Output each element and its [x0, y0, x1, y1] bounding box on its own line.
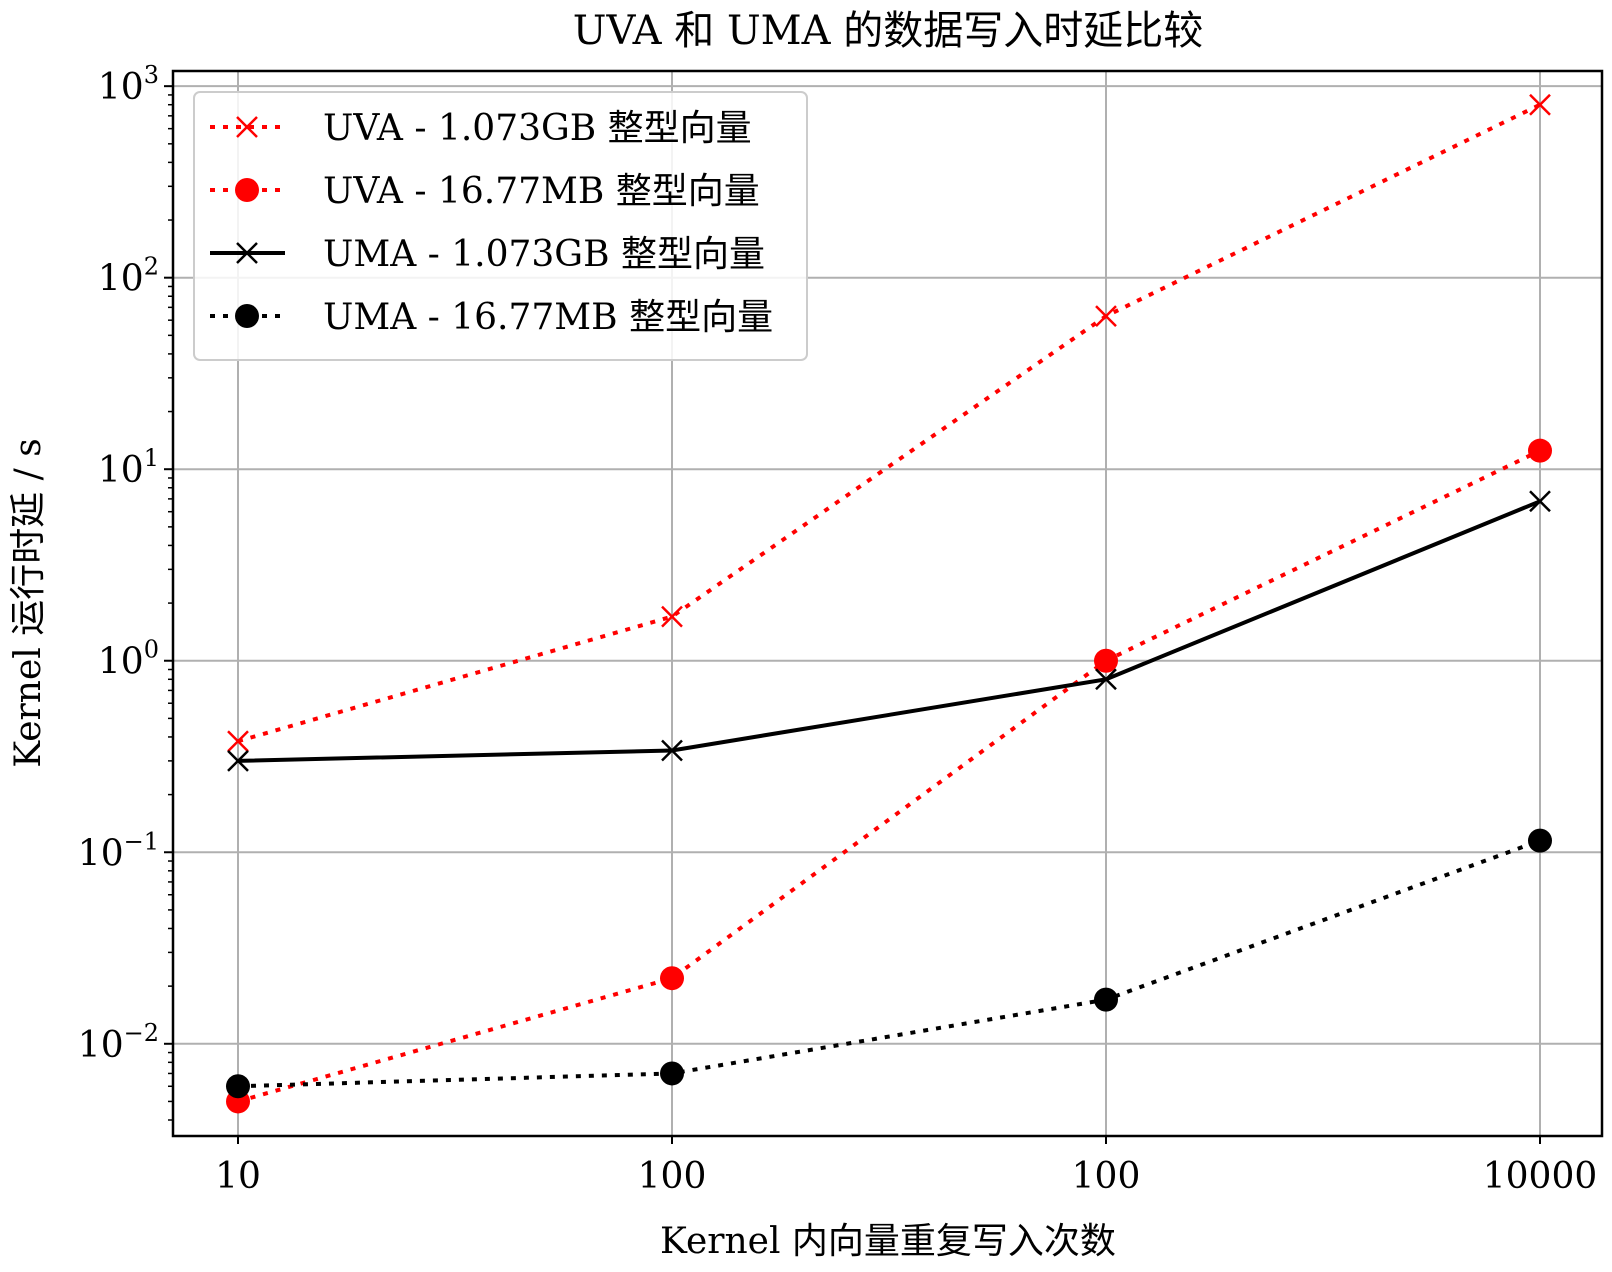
data-point [1529, 93, 1551, 116]
legend-marker [236, 116, 258, 138]
legend: UVA - 1.073GB 整型向量 UVA - 16.77MB 整型向量 UMA … [193, 91, 808, 361]
y-tick-label: 10−2 [78, 1019, 159, 1066]
data-point [227, 749, 249, 772]
x-tick-label: 100 [1072, 1156, 1141, 1197]
legend-label: UVA - 16.77MB 整型向量 [323, 171, 760, 212]
ticks: 10 100 100 10000 10−2 10−1 100 101 102 103 [78, 61, 1597, 1197]
legend-entry: UVA - 1.073GB 整型向量 [210, 108, 752, 149]
data-point [660, 1061, 684, 1086]
series [226, 438, 1552, 1114]
y-tick-label: 103 [98, 61, 159, 108]
legend-label: UMA - 1.073GB 整型向量 [323, 234, 765, 275]
series [227, 490, 1551, 772]
legend-entry: UMA - 1.073GB 整型向量 [210, 234, 765, 275]
legend-label: UVA - 1.073GB 整型向量 [323, 108, 752, 149]
series [226, 828, 1552, 1099]
data-point [227, 730, 249, 753]
data-point [660, 966, 684, 991]
series-line [237, 102, 1541, 744]
y-tick-label: 10−1 [78, 827, 159, 874]
data-point [1095, 305, 1117, 328]
data-point [1529, 490, 1551, 513]
y-tick-label: 100 [98, 636, 159, 683]
y-tick-label: 102 [98, 253, 159, 300]
y-tick-label: 101 [98, 444, 159, 491]
legend-marker [236, 242, 258, 264]
legend-marker [235, 304, 259, 328]
data-point [1095, 668, 1117, 691]
data-point [661, 605, 683, 628]
series-line [237, 838, 1541, 1089]
data-point [1528, 438, 1552, 463]
x-tick-label: 10 [215, 1156, 261, 1197]
y-axis-label: Kernel 运行时延 / s [8, 438, 49, 767]
data-point [226, 1074, 250, 1099]
x-tick-label: 100 [638, 1156, 707, 1197]
x-tick-label: 10000 [1483, 1156, 1598, 1197]
x-axis-label: Kernel 内向量重复写入次数 [660, 1221, 1116, 1262]
legend-box [193, 91, 808, 361]
legend-marker [235, 178, 259, 202]
data-point [661, 739, 683, 762]
series [227, 93, 1551, 753]
series-line [237, 499, 1541, 763]
data-point [1094, 648, 1118, 673]
series-line [237, 448, 1541, 1104]
legend-entry: UVA - 16.77MB 整型向量 [210, 171, 760, 212]
data-point [1094, 987, 1118, 1012]
legend-label: UMA - 16.77MB 整型向量 [323, 297, 773, 338]
series-layer [226, 93, 1552, 1114]
legend-entry: UMA - 16.77MB 整型向量 [210, 297, 773, 338]
data-point [1528, 828, 1552, 853]
chart-title: UVA 和 UMA 的数据写入时延比较 [573, 8, 1203, 54]
